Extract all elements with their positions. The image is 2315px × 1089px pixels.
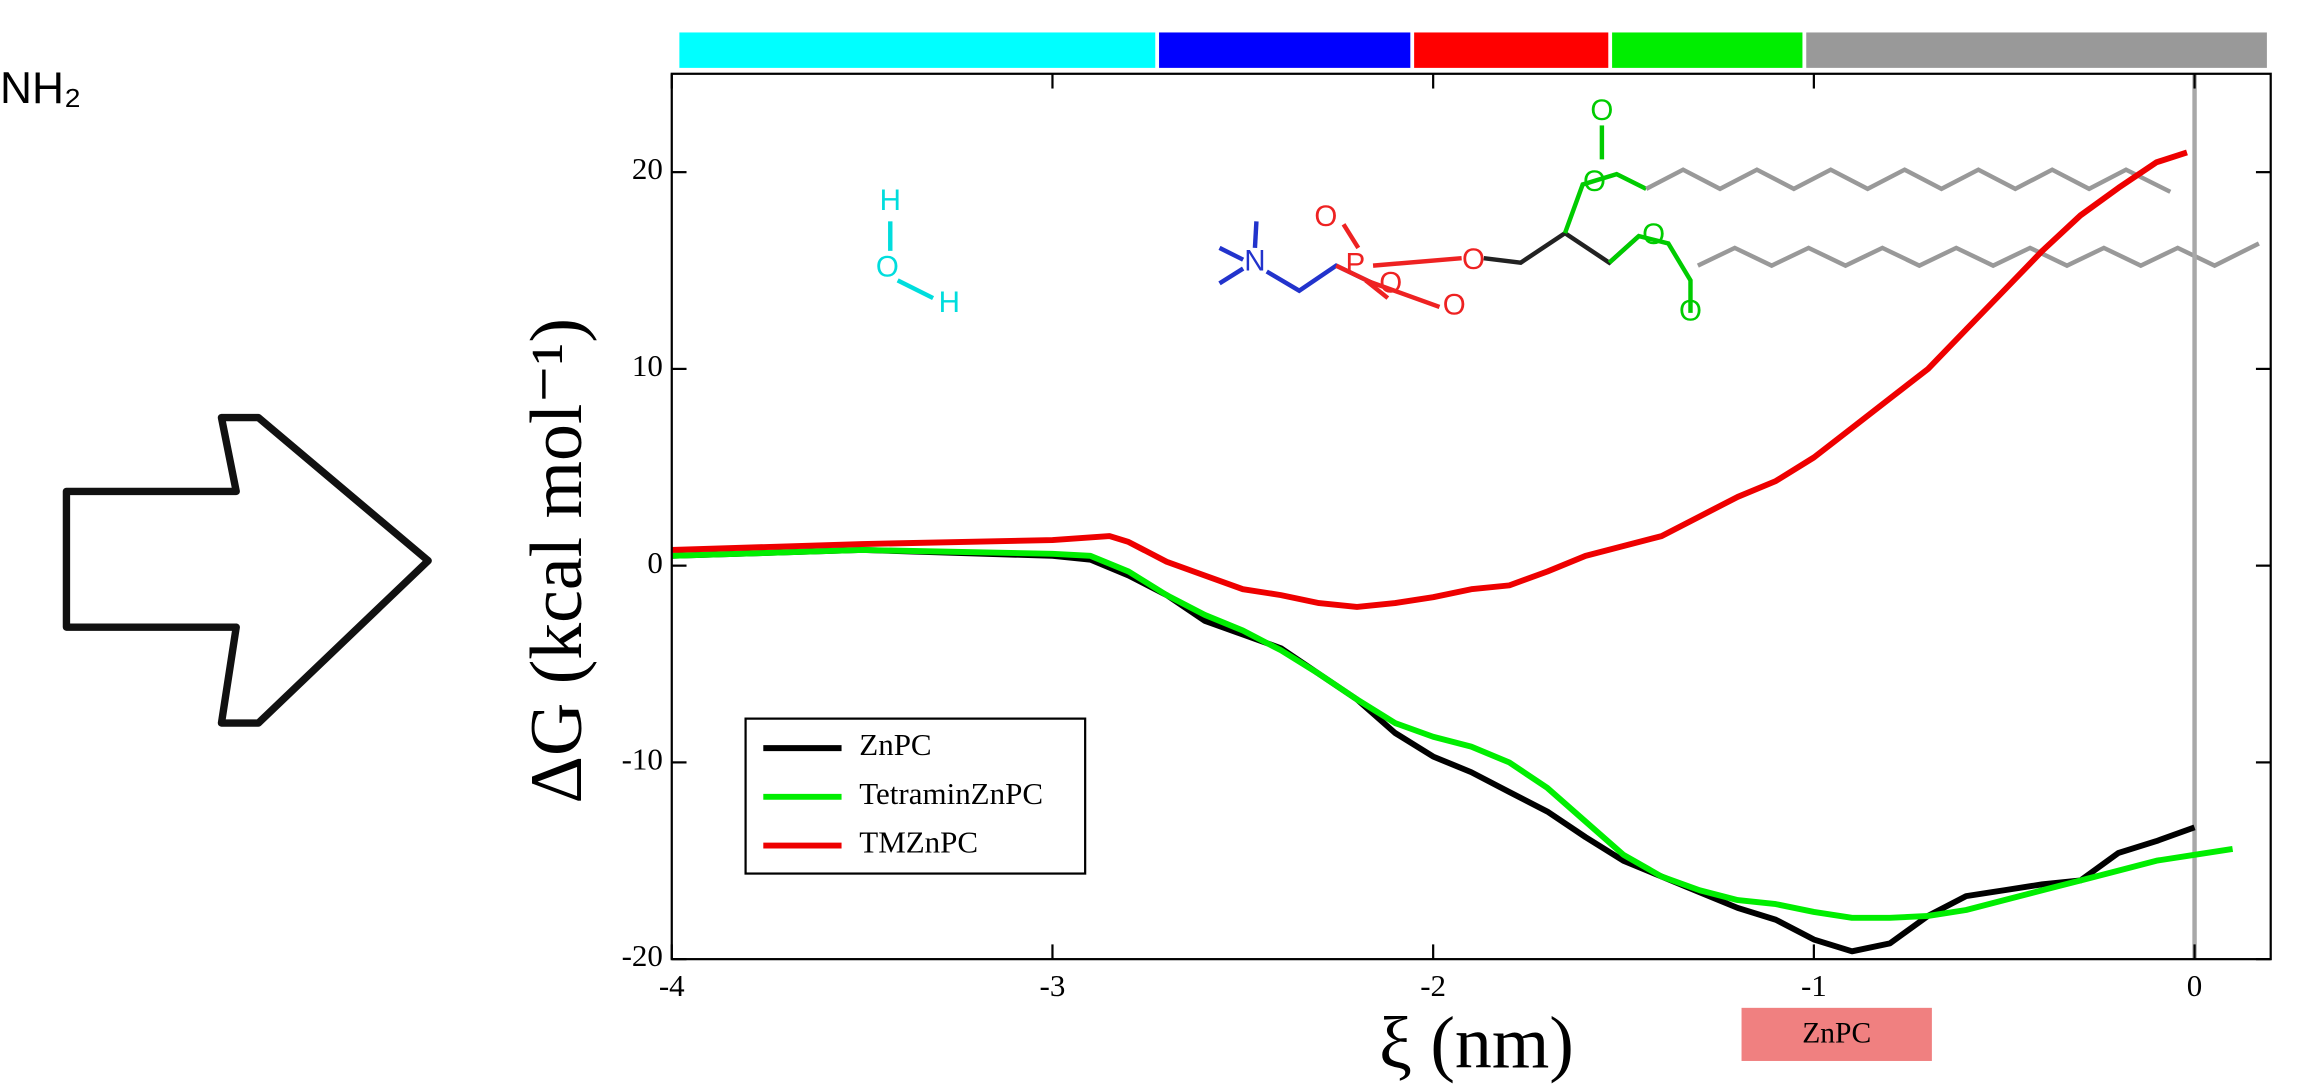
y-tick-label: 0	[647, 545, 663, 580]
y-tick-label: -20	[622, 938, 663, 973]
x-tick-label: 0	[2187, 968, 2203, 1003]
x-tick-label: -3	[1040, 968, 1066, 1003]
atom-label: O	[1379, 267, 1402, 300]
x-tick-label: -1	[1801, 968, 1827, 1003]
y-tick-label: 20	[632, 151, 663, 186]
plot-frame	[670, 72, 2272, 961]
series-line	[671, 149, 2188, 610]
atom-label: H	[880, 184, 901, 217]
x-tick-label: -2	[1420, 968, 1446, 1003]
region-bar	[679, 32, 1156, 68]
y-tick-label: 10	[632, 348, 663, 383]
region-bar	[1806, 32, 2267, 68]
atom-label: O	[1679, 295, 1702, 328]
legend-label: TetraminZnPC	[859, 776, 1043, 811]
atom-label: O	[1590, 94, 1613, 127]
region-bar	[1159, 32, 1411, 68]
annotation-box	[1741, 1007, 1932, 1061]
y-axis-label: ΔG (kcal mol⁻¹)	[515, 318, 597, 803]
molecule	[888, 125, 2260, 313]
arrow	[62, 413, 432, 727]
atom-label: O	[1443, 289, 1466, 322]
atom-label: O	[876, 250, 899, 283]
atom-label: O	[1314, 200, 1337, 233]
atom-label: O	[1642, 218, 1665, 251]
series-line	[671, 547, 2234, 921]
annotation-label: ZnPC	[1802, 1018, 1871, 1050]
atom-label: P	[1345, 247, 1365, 280]
legend-label: TMZnPC	[859, 825, 978, 860]
left-label: NH₂	[0, 64, 81, 113]
legend-label: ZnPC	[859, 727, 931, 762]
y-tick-label: -10	[622, 742, 663, 777]
x-axis-label: ξ (nm)	[1379, 1002, 1574, 1084]
atom-label: O	[1583, 165, 1606, 198]
region-bar	[1414, 32, 1609, 68]
atom-label: O	[1462, 243, 1485, 276]
atom-label: N	[1244, 244, 1265, 277]
x-tick-label: -4	[659, 968, 685, 1003]
atom-label: H	[939, 286, 960, 319]
region-bar	[1612, 32, 1803, 68]
